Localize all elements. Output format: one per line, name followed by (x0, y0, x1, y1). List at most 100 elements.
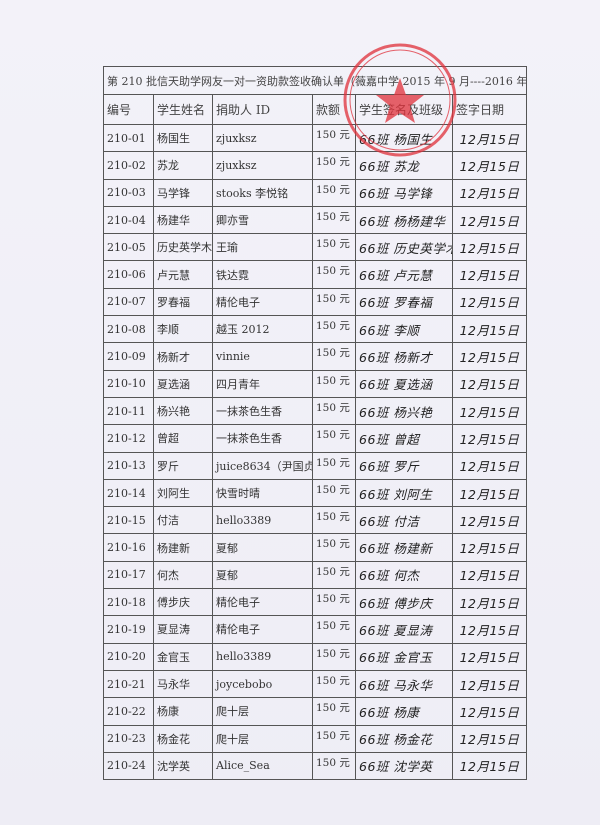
row-id: 210-01 (103, 123, 154, 153)
amount: 150 元 (312, 588, 356, 617)
amount: 150 元 (312, 233, 356, 262)
amount: 150 元 (312, 178, 356, 207)
donor-id: 一抹茶色生香 (212, 424, 313, 453)
row-id: 210-15 (103, 506, 154, 535)
donor-id: 夏郁 (212, 560, 313, 590)
donor-id: 精伦电子 (212, 588, 313, 617)
student-signature: 66班 杨金花 (355, 724, 453, 753)
row-id: 210-11 (103, 396, 154, 426)
row-id: 210-05 (103, 233, 154, 262)
sign-date: 12月15日 (451, 396, 528, 426)
student-name: 何杰 (153, 560, 213, 590)
sign-date: 12月15日 (451, 588, 528, 617)
donor-id: hello3389 (212, 506, 313, 535)
table-row: 210-24 沈学英 Alice_Sea 150 元 66班 沈学英 12月15日 (103, 751, 528, 781)
row-id: 210-04 (103, 205, 154, 235)
student-signature: 66班 金官玉 (355, 642, 453, 671)
table-row: 210-10 夏选涵 四月青年 150 元 66班 夏选涵 12月15日 (103, 369, 528, 398)
student-signature: 66班 李顺 (355, 315, 453, 344)
sign-date: 12月15日 (451, 205, 528, 235)
table-row: 210-18 傅步庆 精伦电子 150 元 66班 傅步庆 12月15日 (103, 588, 528, 617)
student-signature: 66班 杨兴艳 (355, 396, 453, 426)
donor-id: 快雪时晴 (212, 478, 313, 508)
student-signature: 66班 刘阿生 (355, 478, 453, 508)
row-id: 210-24 (103, 751, 154, 781)
student-name: 傅步庆 (153, 588, 213, 617)
sign-date: 12月15日 (451, 123, 528, 153)
student-signature: 66班 罗春福 (355, 287, 453, 317)
donor-id: 精伦电子 (212, 615, 313, 644)
sign-date: 12月15日 (451, 560, 528, 590)
student-name: 杨新才 (153, 342, 213, 371)
amount: 150 元 (312, 724, 356, 753)
student-name: 刘阿生 (153, 478, 213, 508)
amount: 150 元 (312, 506, 356, 535)
student-name: 付洁 (153, 506, 213, 535)
row-id: 210-09 (103, 342, 154, 371)
sign-date: 12月15日 (451, 506, 528, 535)
amount: 150 元 (312, 424, 356, 453)
student-signature: 66班 沈学英 (355, 751, 453, 781)
student-name: 杨金花 (153, 724, 213, 753)
donor-id: 铁达霓 (212, 260, 313, 289)
donor-id: 一抹茶色生香 (212, 396, 313, 426)
sign-date: 12月15日 (451, 260, 528, 289)
table-row: 210-01 杨国生 zjuxksz 150 元 66班 杨国生 12月15日 (103, 123, 528, 153)
row-id: 210-07 (103, 287, 154, 317)
student-name: 夏显涛 (153, 615, 213, 644)
amount: 150 元 (312, 642, 356, 671)
table-row: 210-19 夏显涛 精伦电子 150 元 66班 夏显涛 12月15日 (103, 615, 528, 644)
amount: 150 元 (312, 615, 356, 644)
table-row: 210-23 杨金花 爬十层 150 元 66班 杨金花 12月15日 (103, 724, 528, 753)
student-name: 苏龙 (153, 151, 213, 180)
student-signature: 66班 夏显涛 (355, 615, 453, 644)
donor-id: juice8634（尹国贞） (212, 451, 313, 480)
student-name: 马永华 (153, 669, 213, 699)
student-signature: 66班 历史英学木 (355, 233, 453, 262)
donor-id: 王瑜 (212, 233, 313, 262)
amount: 150 元 (312, 369, 356, 398)
header-student-name: 学生姓名 (153, 94, 213, 125)
student-signature: 66班 何杰 (355, 560, 453, 590)
student-name: 夏选涵 (153, 369, 213, 398)
amount: 150 元 (312, 315, 356, 344)
table-row: 210-16 杨建新 夏郁 150 元 66班 杨建新 12月15日 (103, 533, 528, 562)
student-signature: 66班 苏龙 (355, 151, 453, 180)
sign-date: 12月15日 (451, 697, 528, 726)
sign-date: 12月15日 (451, 151, 528, 180)
row-id: 210-02 (103, 151, 154, 180)
student-signature: 66班 罗斤 (355, 451, 453, 480)
row-id: 210-06 (103, 260, 154, 289)
header-amount: 款额 (312, 94, 356, 125)
student-name: 杨建新 (153, 533, 213, 562)
sign-date: 12月15日 (451, 451, 528, 480)
row-id: 210-10 (103, 369, 154, 398)
sign-date: 12月15日 (451, 751, 528, 781)
donor-id: 爬十层 (212, 724, 313, 753)
amount: 150 元 (312, 533, 356, 562)
sign-date: 12月15日 (451, 669, 528, 699)
header-row: 编号 学生姓名 捐助人 ID 款额 学生签名及班级 签字日期 (103, 94, 528, 125)
amount: 150 元 (312, 123, 356, 153)
amount: 150 元 (312, 451, 356, 480)
donor-id: joycebobo (212, 669, 313, 699)
student-name: 曾超 (153, 424, 213, 453)
student-signature: 66班 付洁 (355, 506, 453, 535)
table-row: 210-22 杨康 爬十层 150 元 66班 杨康 12月15日 (103, 697, 528, 726)
row-id: 210-17 (103, 560, 154, 590)
row-id: 210-13 (103, 451, 154, 480)
student-signature: 66班 马永华 (355, 669, 453, 699)
amount: 150 元 (312, 560, 356, 590)
row-id: 210-08 (103, 315, 154, 344)
student-name: 历史英学木 (153, 233, 213, 262)
student-signature: 66班 傅步庆 (355, 588, 453, 617)
sign-date: 12月15日 (451, 369, 528, 398)
donor-id: 越玉 2012 (212, 315, 313, 344)
header-signature: 学生签名及班级 (355, 94, 453, 125)
sign-date: 12月15日 (451, 424, 528, 453)
donor-id: 精伦电子 (212, 287, 313, 317)
amount: 150 元 (312, 697, 356, 726)
amount: 150 元 (312, 342, 356, 371)
amount: 150 元 (312, 478, 356, 508)
